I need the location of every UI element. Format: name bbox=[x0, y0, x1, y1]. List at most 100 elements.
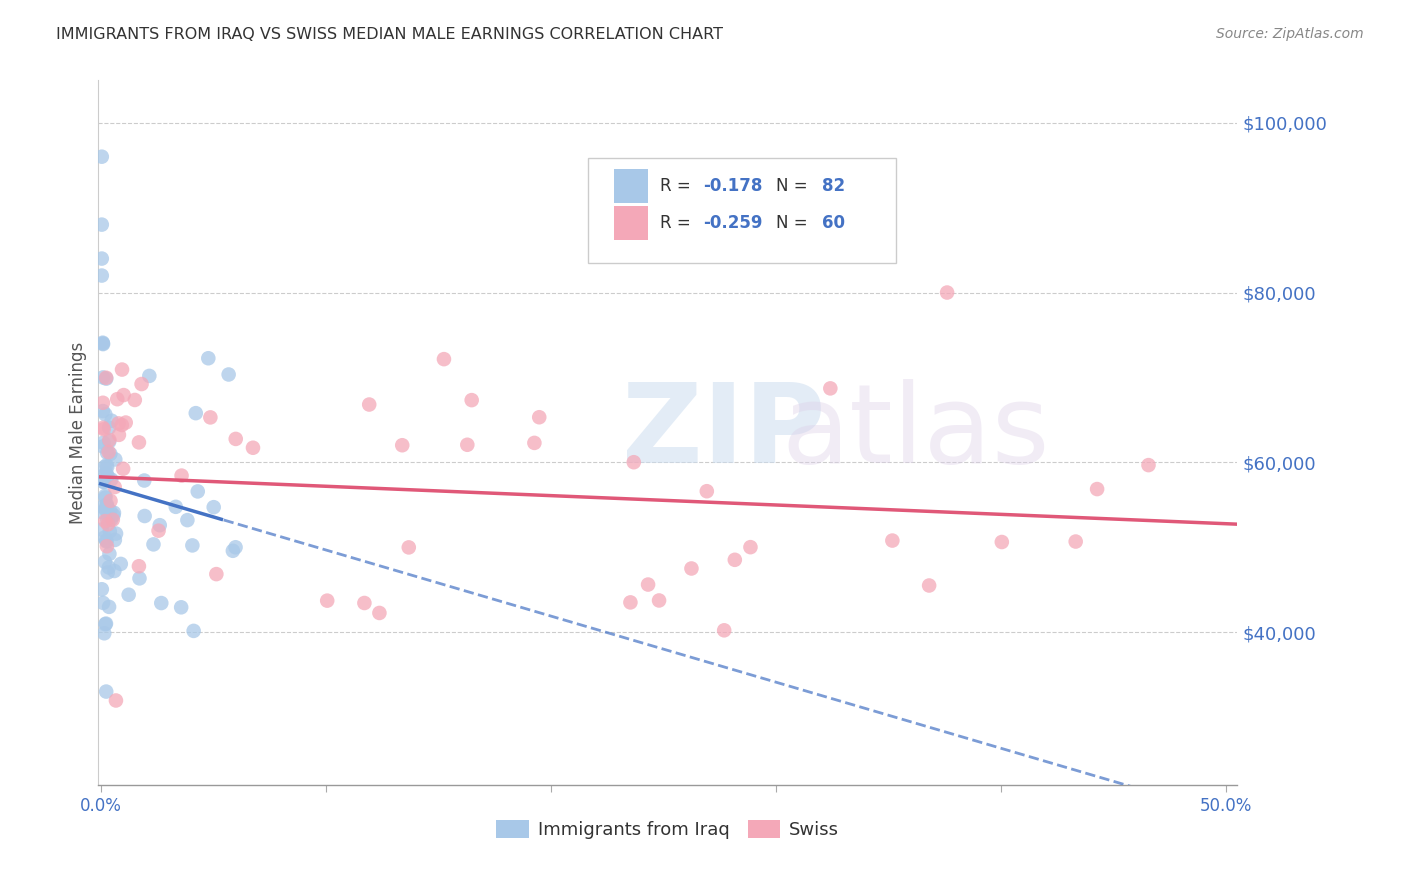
Point bbox=[103, 506, 125, 520]
Point bbox=[353, 596, 375, 610]
Point bbox=[98, 524, 121, 539]
Text: IMMIGRANTS FROM IRAQ VS SWISS MEDIAN MALE EARNINGS CORRELATION CHART: IMMIGRANTS FROM IRAQ VS SWISS MEDIAN MAL… bbox=[56, 27, 723, 42]
Point bbox=[105, 526, 128, 541]
Point bbox=[91, 336, 114, 351]
Point bbox=[90, 218, 112, 232]
FancyBboxPatch shape bbox=[614, 169, 648, 202]
Point bbox=[96, 539, 118, 553]
Point bbox=[149, 518, 172, 533]
Point bbox=[619, 595, 641, 609]
Point bbox=[105, 392, 128, 407]
Point bbox=[225, 541, 247, 555]
Point bbox=[90, 150, 112, 164]
Point bbox=[93, 626, 115, 640]
Point bbox=[93, 422, 115, 436]
Point bbox=[740, 540, 762, 554]
Point bbox=[93, 460, 115, 475]
Point bbox=[96, 460, 118, 475]
Text: R =: R = bbox=[659, 177, 696, 195]
Point bbox=[222, 543, 245, 558]
Point bbox=[128, 435, 150, 450]
Point bbox=[523, 436, 546, 450]
Point bbox=[103, 508, 125, 523]
Point bbox=[96, 684, 118, 698]
Point bbox=[98, 433, 121, 447]
Point bbox=[118, 588, 141, 602]
Point bbox=[184, 406, 207, 420]
Point bbox=[93, 435, 115, 450]
Point bbox=[98, 547, 121, 561]
Text: atlas: atlas bbox=[782, 379, 1050, 486]
Point bbox=[93, 475, 115, 489]
Point bbox=[91, 396, 114, 410]
Point bbox=[205, 567, 228, 582]
Point bbox=[648, 593, 671, 607]
Point bbox=[114, 804, 136, 818]
Point bbox=[94, 370, 117, 384]
Point bbox=[882, 533, 904, 548]
Point bbox=[176, 513, 198, 527]
Point bbox=[359, 398, 381, 412]
Point bbox=[91, 500, 114, 514]
Point bbox=[623, 455, 645, 469]
Point bbox=[1137, 458, 1160, 472]
Point bbox=[96, 533, 118, 548]
Point bbox=[93, 531, 115, 545]
Point bbox=[90, 252, 112, 266]
Point bbox=[398, 541, 420, 555]
Point bbox=[94, 489, 117, 503]
Point bbox=[96, 458, 118, 473]
Point bbox=[433, 352, 456, 367]
Point bbox=[131, 377, 153, 392]
Point bbox=[100, 414, 122, 428]
Point bbox=[97, 517, 120, 532]
Point bbox=[100, 512, 122, 526]
Point bbox=[170, 600, 193, 615]
Point bbox=[391, 438, 413, 452]
Point bbox=[93, 467, 115, 482]
Point bbox=[98, 447, 121, 461]
Point bbox=[124, 392, 146, 407]
Text: N =: N = bbox=[776, 213, 813, 232]
Point bbox=[724, 553, 747, 567]
Point bbox=[98, 434, 121, 449]
Point bbox=[200, 410, 222, 425]
Point bbox=[142, 537, 165, 551]
Text: Source: ZipAtlas.com: Source: ZipAtlas.com bbox=[1216, 27, 1364, 41]
Text: -0.259: -0.259 bbox=[703, 213, 762, 232]
Point bbox=[368, 606, 391, 620]
Point bbox=[104, 693, 127, 707]
Point bbox=[98, 599, 121, 614]
Point bbox=[96, 500, 118, 514]
Point bbox=[91, 439, 114, 453]
Point bbox=[165, 500, 187, 514]
Point bbox=[91, 596, 114, 610]
Point bbox=[96, 371, 118, 385]
Point bbox=[96, 467, 118, 481]
Point bbox=[104, 480, 127, 494]
Point bbox=[138, 368, 160, 383]
Point bbox=[316, 593, 339, 607]
Point bbox=[111, 417, 134, 432]
Text: 82: 82 bbox=[821, 177, 845, 195]
Point bbox=[96, 500, 118, 514]
Point bbox=[97, 508, 120, 523]
Point bbox=[456, 438, 478, 452]
Point bbox=[94, 408, 117, 422]
Point bbox=[97, 560, 120, 574]
Point bbox=[637, 577, 659, 591]
Point bbox=[96, 497, 118, 511]
Point bbox=[94, 491, 117, 505]
Point bbox=[94, 617, 117, 632]
Point bbox=[150, 596, 173, 610]
Point bbox=[112, 462, 135, 476]
Point bbox=[918, 578, 941, 592]
Point bbox=[91, 335, 114, 350]
Point bbox=[128, 571, 150, 585]
Point bbox=[93, 475, 115, 489]
Point bbox=[936, 285, 959, 300]
Point bbox=[696, 484, 718, 499]
Point bbox=[181, 538, 204, 552]
Text: ZIP: ZIP bbox=[623, 379, 825, 486]
Point bbox=[90, 582, 112, 597]
